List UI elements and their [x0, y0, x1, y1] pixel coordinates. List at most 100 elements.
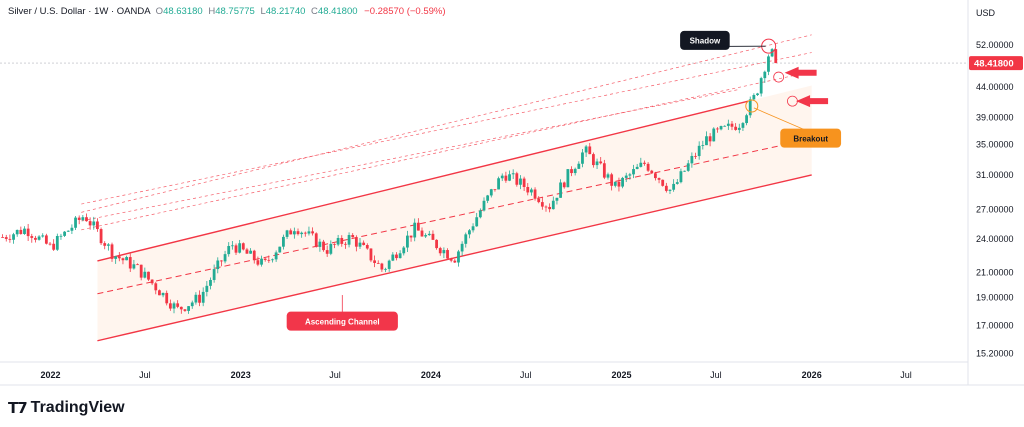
candle	[705, 131, 708, 146]
candle	[55, 233, 59, 251]
candle-body	[613, 181, 617, 186]
candle-body	[712, 128, 716, 142]
channel-fill	[97, 85, 812, 341]
candle-body	[19, 229, 23, 234]
last-price-badge: 48.41800	[969, 56, 1023, 71]
candle	[85, 213, 88, 222]
candle-body	[187, 306, 190, 311]
candle-body	[409, 235, 413, 238]
candle	[172, 301, 176, 314]
channel-upper-line	[97, 100, 749, 262]
candle	[340, 235, 344, 247]
candle	[690, 152, 694, 168]
legend-broker: OANDA	[116, 6, 151, 17]
candle-body	[55, 235, 59, 250]
currency-label[interactable]: USD	[976, 8, 996, 18]
candle	[752, 93, 756, 101]
candle	[420, 227, 424, 237]
candle	[8, 234, 12, 243]
candle	[201, 287, 205, 307]
candle-body	[515, 173, 519, 185]
candle	[471, 223, 475, 233]
projection-line-0	[81, 89, 740, 222]
candle	[139, 264, 143, 281]
candle	[606, 172, 610, 180]
candle	[227, 242, 231, 257]
candle	[708, 133, 712, 147]
candle-body	[395, 254, 398, 259]
candle-body	[726, 123, 730, 126]
candle-body	[438, 248, 442, 254]
candle	[431, 230, 435, 240]
candle	[183, 308, 187, 312]
candle	[245, 247, 249, 254]
candle	[581, 148, 584, 168]
candle	[741, 122, 745, 131]
candle-body	[668, 189, 672, 191]
candle-body	[559, 182, 562, 198]
candle	[362, 240, 366, 246]
candle-body	[168, 303, 172, 309]
candle	[664, 182, 668, 193]
candle-body	[344, 243, 347, 245]
bubble-label: Ascending Channel	[305, 317, 380, 326]
candle	[427, 230, 431, 236]
candle-body	[121, 258, 125, 261]
arrow-to-support-1	[784, 66, 817, 79]
candle	[74, 215, 77, 230]
candle-body	[697, 145, 701, 157]
candle	[103, 241, 107, 250]
legend-close-label: C	[311, 6, 318, 17]
candle	[646, 162, 650, 172]
candle	[555, 197, 559, 205]
candle	[249, 248, 252, 254]
candle-body	[358, 242, 362, 247]
candle-body	[442, 250, 446, 254]
candle-body	[4, 237, 8, 239]
candle	[756, 92, 759, 96]
candle-body	[143, 271, 147, 278]
candle	[168, 299, 172, 311]
candle	[464, 232, 468, 248]
candle-body	[369, 248, 373, 261]
candle	[613, 181, 617, 188]
candle-body	[41, 235, 45, 237]
candle	[413, 218, 417, 242]
candle	[592, 152, 595, 168]
candle-body	[128, 257, 132, 269]
candle-body	[92, 221, 96, 226]
annotation-bubble-orange: Breakout	[780, 128, 842, 148]
tradingview-brand[interactable]: 𝗧𝟳 TradingView	[8, 399, 125, 417]
candle-body	[686, 163, 690, 171]
candle	[333, 243, 336, 249]
candle	[351, 233, 355, 238]
candle	[526, 183, 530, 196]
candle-body	[595, 161, 599, 166]
candle-body	[500, 175, 504, 179]
candle-body	[340, 237, 344, 244]
candle	[296, 228, 300, 236]
candle	[114, 255, 118, 264]
candle-body	[540, 202, 544, 207]
candle-body	[632, 169, 635, 175]
candle-body	[52, 243, 56, 250]
candle-body	[628, 174, 632, 176]
candle-body	[85, 217, 88, 222]
candle-body	[460, 243, 464, 252]
candle-body	[314, 233, 318, 247]
candle-body	[139, 264, 143, 278]
candle-body	[424, 235, 428, 237]
candle	[398, 250, 402, 259]
candle	[44, 233, 48, 245]
legend-open: 48.63180	[163, 6, 203, 17]
candle	[267, 255, 271, 263]
candle	[216, 257, 220, 274]
candle-body	[176, 303, 180, 307]
candle	[66, 230, 70, 232]
candle-body	[497, 178, 500, 190]
candle	[500, 173, 504, 182]
candle	[672, 179, 676, 192]
candle	[544, 205, 548, 212]
candle-body	[489, 189, 493, 196]
